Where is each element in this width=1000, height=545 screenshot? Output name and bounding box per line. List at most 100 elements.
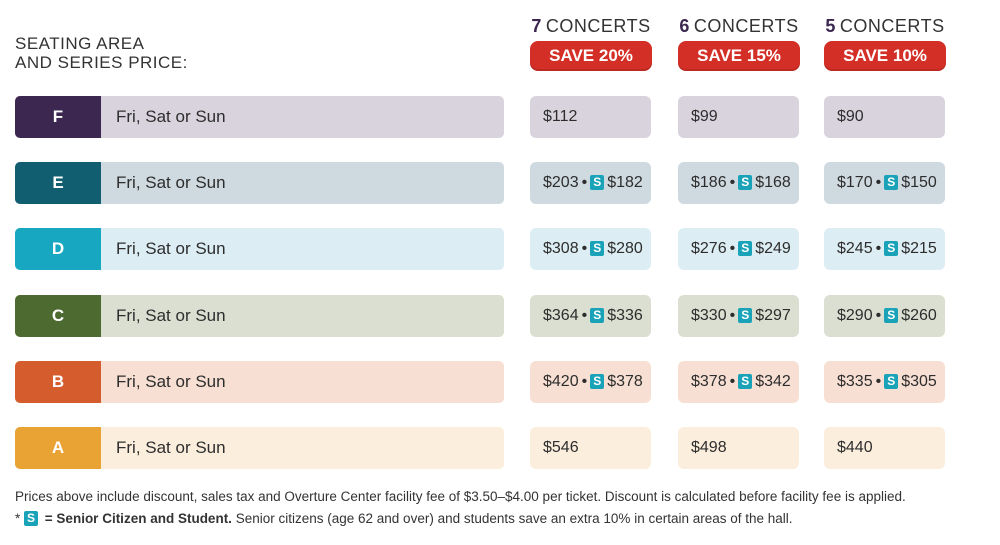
- senior-price: $249: [755, 240, 791, 258]
- senior-badge-icon: S: [884, 307, 899, 323]
- concert-count-unit: CONCERTS: [693, 16, 799, 36]
- tier-bar: E Fri, Sat or Sun: [15, 162, 504, 205]
- footnote-line2: * S = Senior Citizen and Student. Senior…: [15, 511, 793, 526]
- regular-price: $290: [837, 306, 873, 324]
- senior-badge-icon: S: [884, 241, 899, 257]
- senior-price: $215: [901, 240, 937, 258]
- regular-price: $378: [691, 372, 727, 390]
- senior-price: $260: [901, 306, 937, 324]
- tier-days: Fri, Sat or Sun: [116, 239, 226, 259]
- tier-bar: C Fri, Sat or Sun: [15, 294, 504, 337]
- regular-price: $99: [691, 108, 718, 125]
- separator-dot: •: [729, 240, 736, 258]
- separator-dot: •: [581, 372, 588, 390]
- concert-count-unit: CONCERTS: [839, 16, 945, 36]
- tier-bar: D Fri, Sat or Sun: [15, 228, 504, 271]
- price-cell: $364 • S $336: [530, 294, 651, 337]
- separator-dot: •: [729, 306, 736, 324]
- regular-price: $170: [837, 174, 873, 192]
- tier-days: Fri, Sat or Sun: [116, 173, 226, 193]
- footnote-line1: Prices above include discount, sales tax…: [15, 489, 906, 504]
- senior-badge-icon: S: [738, 241, 753, 257]
- senior-price: $150: [901, 174, 937, 192]
- column-header-5-concerts: 5 CONCERTS SAVE 10%: [824, 14, 946, 71]
- senior-price: $305: [901, 372, 937, 390]
- tier-days: Fri, Sat or Sun: [116, 305, 226, 325]
- tier-letter: F: [15, 96, 101, 138]
- tier-days: Fri, Sat or Sun: [116, 107, 226, 126]
- tier-bar: F Fri, Sat or Sun: [15, 96, 504, 138]
- seating-row-a: A Fri, Sat or Sun $546 $498 $440: [0, 427, 1000, 471]
- price-cell: $112: [530, 96, 651, 138]
- separator-dot: •: [875, 240, 882, 258]
- senior-badge-icon: S: [884, 373, 899, 389]
- price-cell: $186 • S $168: [678, 162, 799, 205]
- senior-price: $297: [755, 306, 791, 324]
- separator-dot: •: [581, 306, 588, 324]
- concert-count-number: 5: [825, 16, 836, 36]
- column-header-7-concerts: 7 CONCERTS SAVE 20%: [530, 14, 652, 71]
- tier-letter: D: [15, 228, 101, 271]
- price-cell: $276 • S $249: [678, 228, 799, 271]
- senior-badge-icon: S: [590, 373, 605, 389]
- tier-days: Fri, Sat or Sun: [116, 371, 226, 391]
- price-cell: $420 • S $378: [530, 360, 651, 403]
- separator-dot: •: [875, 306, 882, 324]
- senior-badge-icon: S: [738, 373, 753, 389]
- tier-bar: B Fri, Sat or Sun: [15, 360, 504, 403]
- save-badge: SAVE 20%: [530, 41, 652, 71]
- seating-row-e: E Fri, Sat or Sun $203 • S $182 $186 • S $168 $170…: [0, 162, 1000, 206]
- regular-price: $546: [543, 439, 579, 456]
- price-cell: $335 • S $305: [824, 360, 945, 403]
- senior-price: $168: [755, 174, 791, 192]
- price-cell: $90: [824, 96, 945, 138]
- regular-price: $203: [543, 174, 579, 192]
- price-cell: $498: [678, 427, 799, 469]
- save-badge: SAVE 15%: [678, 41, 800, 71]
- senior-badge-icon: S: [738, 307, 753, 323]
- senior-badge-icon: S: [738, 175, 753, 191]
- footnote-star: *: [15, 511, 21, 526]
- senior-price: $378: [607, 372, 643, 390]
- tier-bar: A Fri, Sat or Sun: [15, 427, 504, 469]
- regular-price: $276: [691, 240, 727, 258]
- tier-letter: A: [15, 427, 101, 469]
- regular-price: $112: [543, 108, 578, 125]
- footnote-senior-detail: Senior citizens (age 62 and over) and st…: [231, 511, 793, 526]
- separator-dot: •: [729, 174, 736, 192]
- concert-count-number: 6: [679, 16, 690, 36]
- save-badge: SAVE 10%: [824, 41, 946, 71]
- concert-count-unit: CONCERTS: [545, 16, 651, 36]
- senior-badge-icon: S: [24, 511, 39, 526]
- separator-dot: •: [875, 174, 882, 192]
- senior-price: $182: [607, 174, 643, 192]
- concert-count: 7 CONCERTS: [530, 14, 652, 38]
- regular-price: $90: [837, 108, 864, 125]
- regular-price: $420: [543, 372, 579, 390]
- senior-badge-icon: S: [590, 175, 605, 191]
- price-cell: $170 • S $150: [824, 162, 945, 205]
- price-cell: $330 • S $297: [678, 294, 799, 337]
- concert-count-number: 7: [531, 16, 542, 36]
- seating-row-d: D Fri, Sat or Sun $308 • S $280 $276 • S $249 $245…: [0, 228, 1000, 272]
- senior-badge-icon: S: [590, 307, 605, 323]
- senior-badge-icon: S: [884, 175, 899, 191]
- tier-letter: C: [15, 294, 101, 337]
- tier-days: Fri, Sat or Sun: [116, 438, 226, 457]
- concert-count: 5 CONCERTS: [824, 14, 946, 38]
- column-header-6-concerts: 6 CONCERTS SAVE 15%: [678, 14, 800, 71]
- regular-price: $498: [691, 439, 727, 456]
- seating-row-c: C Fri, Sat or Sun $364 • S $336 $330 • S $297 $290…: [0, 294, 1000, 339]
- regular-price: $186: [691, 174, 727, 192]
- senior-price: $280: [607, 240, 643, 258]
- price-cell: $308 • S $280: [530, 228, 651, 271]
- price-cell: $245 • S $215: [824, 228, 945, 271]
- regular-price: $308: [543, 240, 579, 258]
- regular-price: $364: [543, 306, 579, 324]
- price-cell: $378 • S $342: [678, 360, 799, 403]
- seating-area-title: SEATING AREA AND SERIES PRICE:: [15, 34, 188, 72]
- separator-dot: •: [581, 174, 588, 192]
- separator-dot: •: [581, 240, 588, 258]
- tier-letter: B: [15, 360, 101, 403]
- regular-price: $440: [837, 439, 873, 456]
